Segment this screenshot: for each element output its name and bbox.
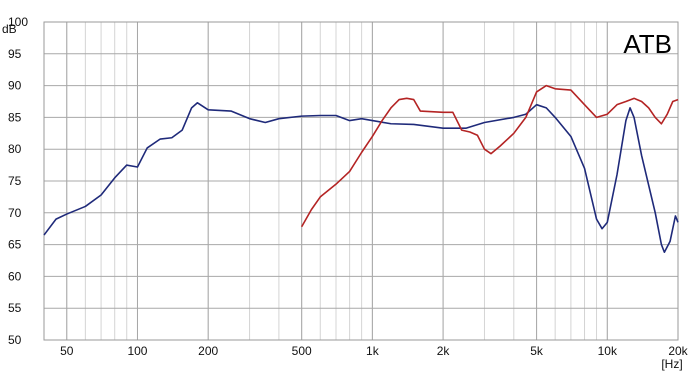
y-axis-tick-labels: 100 95 90 85 80 75 70 65 60 55 50 (8, 15, 28, 347)
y-axis-unit-label: dB (2, 22, 17, 36)
series-layer (43, 84, 679, 254)
x-tick-label: 20k (668, 344, 688, 358)
y-tick-label: 85 (8, 110, 22, 124)
x-tick-label: 50 (60, 344, 74, 358)
y-tick-label: 60 (8, 269, 22, 283)
x-axis-unit-label: [Hz] (661, 357, 682, 371)
y-tick-label: 90 (8, 79, 22, 93)
y-tick-label: 55 (8, 301, 22, 315)
series-line-1 (43, 101, 679, 254)
x-tick-label: 5k (530, 344, 544, 358)
y-tick-label: 65 (8, 238, 22, 252)
x-tick-label: 100 (127, 344, 147, 358)
x-tick-label: 1k (366, 344, 380, 358)
brand-label: ATB (623, 29, 672, 59)
series-line-2 (300, 84, 679, 228)
x-axis-tick-labels: 50 100 200 500 1k 2k 5k 10k 20k (60, 344, 689, 358)
y-tick-label: 70 (8, 206, 22, 220)
x-tick-label: 2k (437, 344, 451, 358)
y-tick-label: 80 (8, 142, 22, 156)
y-tick-label: 50 (8, 333, 22, 347)
x-tick-label: 10k (598, 344, 618, 358)
y-tick-label: 100 (8, 15, 28, 29)
x-tick-label: 200 (198, 344, 218, 358)
plot-frame (43, 21, 679, 341)
y-tick-label: 95 (8, 47, 22, 61)
x-tick-label: 500 (292, 344, 312, 358)
major-gridlines (43, 21, 679, 341)
y-tick-label: 75 (8, 174, 22, 188)
